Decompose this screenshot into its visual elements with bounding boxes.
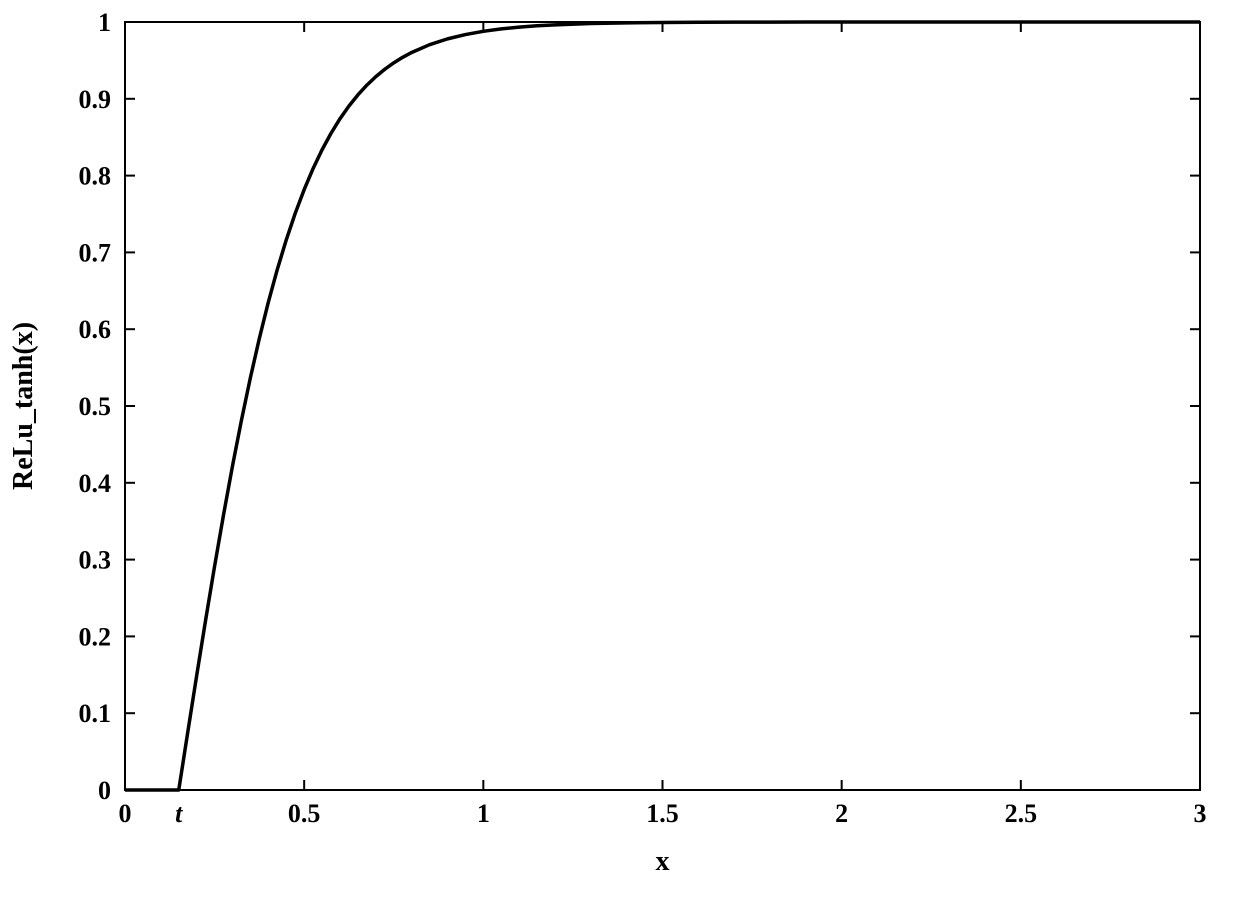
x-tick-label: 0.5 xyxy=(288,799,321,828)
chart-container: 0 0.5 1 1.5 2 2.5 3 0 0.1 0.2 0.3 0.4 0.5 0.6 0.7 0.8 0.… xyxy=(0,0,1240,901)
y-tick-label: 0.3 xyxy=(79,546,112,575)
y-tick-label: 0.9 xyxy=(79,85,112,114)
series-curve xyxy=(125,22,1200,790)
x-axis-label: x xyxy=(656,846,670,877)
y-tick-label: 0.4 xyxy=(79,469,112,498)
x-tick-label: 1.5 xyxy=(646,799,679,828)
x-tick-label: 3 xyxy=(1194,799,1207,828)
y-axis-label: ReLu_tanh(x) xyxy=(8,322,39,490)
x-tick-label: 2 xyxy=(835,799,848,828)
x-tick-label: 1 xyxy=(477,799,490,828)
y-tick-label: 0.5 xyxy=(79,392,112,421)
y-tick-label: 0.6 xyxy=(79,315,112,344)
y-tick-label: 0.2 xyxy=(79,622,112,651)
line-chart: 0 0.5 1 1.5 2 2.5 3 0 0.1 0.2 0.3 0.4 0.5 0.6 0.7 0.8 0.… xyxy=(0,0,1240,901)
y-tick-label: 0.8 xyxy=(79,162,112,191)
x-tick-label: 0 xyxy=(119,799,132,828)
y-tick-label: 0.1 xyxy=(79,699,112,728)
y-tick-label: 0 xyxy=(98,776,111,805)
plot-box xyxy=(125,22,1200,790)
x-tick-label: 2.5 xyxy=(1005,799,1038,828)
y-tick-label: 1 xyxy=(98,8,111,37)
x-marker-t: t xyxy=(175,799,183,828)
y-tick-label: 0.7 xyxy=(79,238,112,267)
